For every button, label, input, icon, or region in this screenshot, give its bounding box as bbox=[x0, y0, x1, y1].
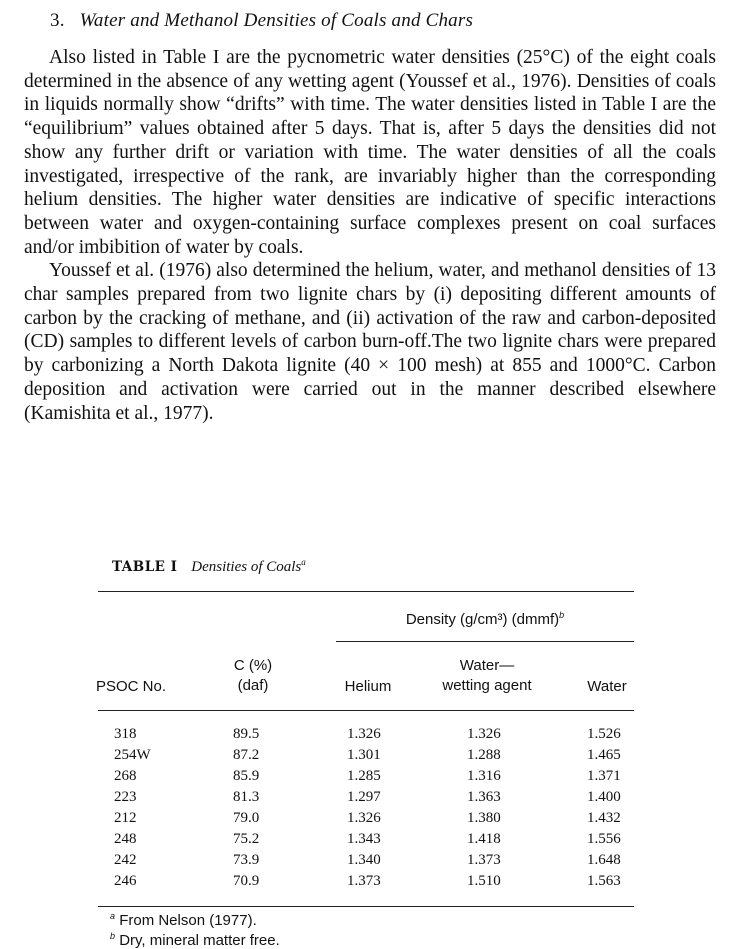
table-header-rule bbox=[98, 710, 634, 711]
cell-water-wetting: 1.326 bbox=[467, 726, 501, 742]
footnote-b-mark: b bbox=[110, 931, 116, 941]
cell-carbon: 87.2 bbox=[233, 747, 260, 763]
paragraph: Youssef et al. (1976) also determined th… bbox=[24, 260, 716, 424]
group-header-note: b bbox=[559, 610, 565, 620]
table-title: Densities of Coals bbox=[191, 559, 302, 575]
density-group-header: Density (g/cm³) (dmmf)b bbox=[336, 605, 634, 630]
cell-water: 1.648 bbox=[587, 852, 621, 868]
group-subrule bbox=[336, 641, 634, 642]
footnote-a: a From Nelson (1977). bbox=[110, 911, 257, 929]
paragraph: Also listed in Table I are the pycnometr… bbox=[24, 47, 716, 258]
footnote-a-text: From Nelson (1977). bbox=[119, 912, 257, 929]
cell-psoc: 223 bbox=[114, 789, 137, 805]
table-bottom-rule bbox=[98, 906, 634, 907]
footnote-b: b Dry, mineral matter free. bbox=[110, 931, 280, 949]
cell-psoc: 318 bbox=[114, 726, 137, 742]
cell-helium: 1.340 bbox=[347, 852, 381, 868]
cell-water-wetting: 1.363 bbox=[467, 789, 501, 805]
cell-carbon: 81.3 bbox=[233, 789, 260, 805]
cell-water-wetting: 1.373 bbox=[467, 852, 501, 868]
cell-water: 1.400 bbox=[587, 789, 621, 805]
section-heading: 3. Water and Methanol Densities of Coals… bbox=[50, 10, 473, 32]
cell-carbon: 70.9 bbox=[233, 873, 260, 889]
col-header-water-wetting: Water— wetting agent bbox=[425, 656, 549, 696]
cell-carbon: 73.9 bbox=[233, 852, 260, 868]
cell-helium: 1.326 bbox=[347, 810, 381, 826]
section-title: Water and Methanol Densities of Coals an… bbox=[79, 10, 474, 31]
cell-helium: 1.285 bbox=[347, 768, 381, 784]
cell-water: 1.556 bbox=[587, 831, 621, 847]
cell-psoc: 268 bbox=[114, 768, 137, 784]
group-header-text: Density (g/cm³) (dmmf) bbox=[405, 611, 560, 628]
cell-carbon: 85.9 bbox=[233, 768, 260, 784]
table-caption: TABLE I Densities of Coalsa bbox=[112, 557, 306, 576]
cell-water: 1.526 bbox=[587, 726, 621, 742]
col-header-helium: Helium bbox=[344, 678, 392, 695]
cell-helium: 1.343 bbox=[347, 831, 381, 847]
cell-water-wetting: 1.316 bbox=[467, 768, 501, 784]
cell-water-wetting: 1.380 bbox=[467, 810, 501, 826]
col-header-water: Water bbox=[587, 678, 627, 695]
cell-psoc: 246 bbox=[114, 873, 137, 889]
cell-psoc: 248 bbox=[114, 831, 137, 847]
cell-water: 1.432 bbox=[587, 810, 621, 826]
cell-carbon: 79.0 bbox=[233, 810, 260, 826]
section-number: 3. bbox=[50, 10, 65, 31]
cell-psoc: 212 bbox=[114, 810, 137, 826]
footnote-a-mark: a bbox=[110, 911, 116, 921]
table-label: TABLE I bbox=[112, 559, 178, 575]
col-header-wwa-line2: wetting agent bbox=[442, 677, 532, 694]
body-text: Also listed in Table I are the pycnometr… bbox=[24, 46, 716, 425]
footnote-b-text: Dry, mineral matter free. bbox=[119, 932, 280, 949]
cell-psoc: 242 bbox=[114, 852, 137, 868]
cell-psoc: 254W bbox=[114, 747, 151, 763]
cell-water: 1.563 bbox=[587, 873, 621, 889]
cell-carbon: 75.2 bbox=[233, 831, 260, 847]
cell-water-wetting: 1.510 bbox=[467, 873, 501, 889]
cell-helium: 1.373 bbox=[347, 873, 381, 889]
col-header-wwa-line1: Water— bbox=[459, 657, 515, 674]
col-header-psoc: PSOC No. bbox=[96, 678, 167, 695]
cell-water: 1.465 bbox=[587, 747, 621, 763]
col-header-carbon: C (%) (daf) bbox=[218, 656, 288, 696]
cell-helium: 1.326 bbox=[347, 726, 381, 742]
table-title-note: a bbox=[301, 557, 306, 567]
col-header-carbon-line1: C (%) bbox=[233, 657, 273, 674]
cell-carbon: 89.5 bbox=[233, 726, 260, 742]
col-header-carbon-line2: (daf) bbox=[237, 677, 269, 694]
table-top-rule bbox=[98, 591, 634, 592]
cell-water-wetting: 1.288 bbox=[467, 747, 501, 763]
cell-water-wetting: 1.418 bbox=[467, 831, 501, 847]
cell-water: 1.371 bbox=[587, 768, 621, 784]
cell-helium: 1.297 bbox=[347, 789, 381, 805]
cell-helium: 1.301 bbox=[347, 747, 381, 763]
